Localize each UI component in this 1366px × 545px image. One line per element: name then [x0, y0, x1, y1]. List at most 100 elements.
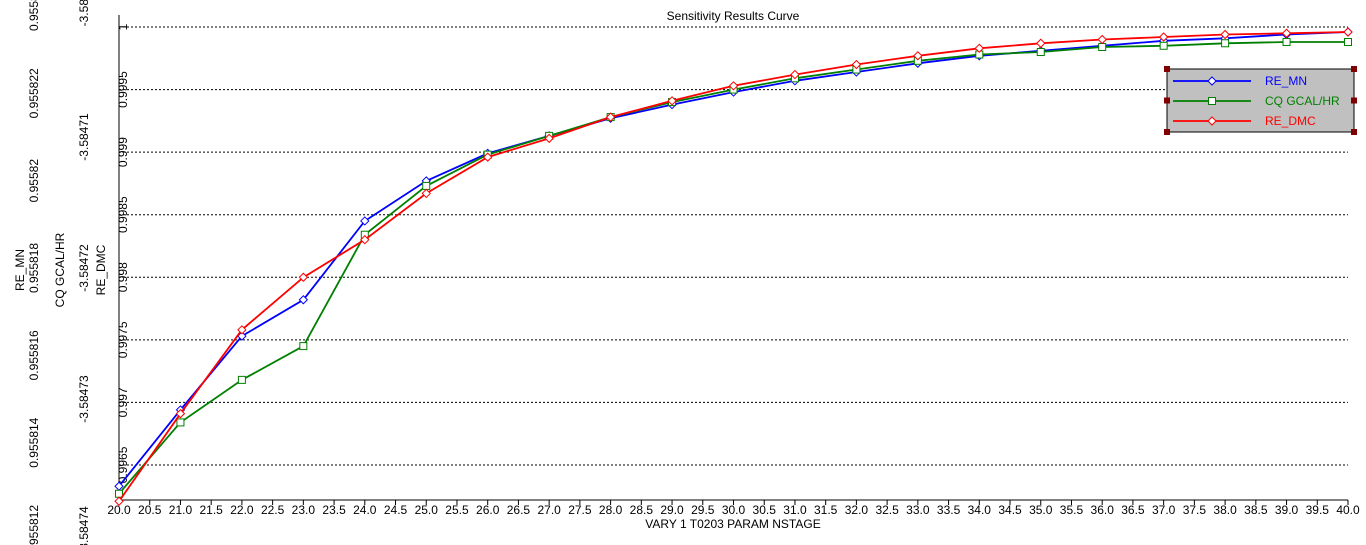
data-point: [360, 216, 370, 226]
data-point: [667, 96, 677, 106]
data-point: [1220, 29, 1230, 40]
y-axis-label: RE_DMC: [94, 244, 108, 295]
x-tick-label: 31.5: [814, 503, 838, 517]
legend-label: RE_DMC: [1265, 114, 1316, 128]
x-tick-label: 33.5: [937, 503, 961, 517]
y-tick-label: 0.9995: [116, 71, 130, 108]
data-point: [114, 496, 124, 506]
x-tick-label: 25.0: [415, 503, 439, 517]
x-tick-label: 21.0: [169, 503, 193, 517]
x-tick-label: 22.5: [261, 503, 285, 517]
data-point: [728, 81, 739, 91]
y-tick-label: 0.955814: [27, 417, 41, 467]
y-tick-label: -3.58474: [77, 506, 91, 545]
y-tick-label: 0.9985: [116, 196, 130, 233]
data-point: [298, 272, 309, 282]
x-tick-label: 35.5: [1060, 503, 1084, 517]
x-tick-label: 37.0: [1152, 503, 1176, 517]
y-tick-label: 0.955818: [27, 243, 41, 293]
series-2: [114, 27, 1353, 506]
y-tick-label: 0.95582: [27, 159, 41, 203]
x-tick-label: 25.5: [445, 503, 469, 517]
legend-resize-handle[interactable]: [1351, 129, 1357, 135]
data-point: [1097, 34, 1107, 45]
x-tick-label: 32.0: [845, 503, 869, 517]
data-point: [974, 43, 985, 53]
chart-title: Sensitivity Results Curve: [667, 9, 800, 23]
data-point: [176, 418, 185, 427]
legend-resize-handle[interactable]: [1351, 97, 1357, 104]
axes: 20.0 20.5 21.0 21.5 22.0 22.5 23.0 23.5 24.0 24.5…: [13, 0, 1360, 545]
x-tick-label: 20.0: [107, 503, 131, 517]
x-tick-label: 35.0: [1029, 503, 1053, 517]
y-tick-label: 1: [116, 23, 130, 30]
y-tick-label: -3.58471: [77, 113, 91, 161]
x-tick-label: 34.0: [968, 503, 992, 517]
data-point: [913, 51, 923, 61]
data-point: [1282, 38, 1291, 47]
data-point: [851, 59, 862, 70]
x-tick-label: 23.0: [292, 503, 316, 517]
x-tick-label: 32.5: [875, 503, 899, 517]
legend-resize-handle[interactable]: [1164, 129, 1170, 135]
x-tick-label: 23.5: [322, 503, 346, 517]
data-point: [1036, 48, 1045, 57]
y-tick-label: 0.955816: [27, 330, 41, 380]
data-point: [175, 408, 186, 419]
x-tick-label: 29.0: [660, 503, 684, 517]
legend-resize-handle[interactable]: [1351, 66, 1357, 72]
legend-resize-handle[interactable]: [1164, 97, 1170, 104]
data-point: [1343, 27, 1353, 37]
x-tick-label: 26.0: [476, 503, 500, 517]
data-point: [299, 342, 308, 351]
data-point: [298, 295, 309, 305]
data-point: [1036, 38, 1046, 48]
y-tick-label: 0.955824: [27, 0, 41, 31]
data-point: [421, 188, 431, 199]
x-tick-label: 22.0: [230, 503, 254, 517]
data-point: [1221, 39, 1230, 48]
x-tick-label: 24.5: [384, 503, 408, 517]
x-tick-label: 36.0: [1091, 503, 1115, 517]
y-axis-label: CQ GCAL/HR: [53, 232, 67, 307]
legend-label: CQ GCAL/HR: [1265, 94, 1340, 108]
legend[interactable]: RE_MN CQ GCAL/HR RE_DMC: [1164, 66, 1357, 135]
y-tick-label: -3.58472: [77, 244, 91, 292]
x-tick-label: 30.0: [722, 503, 746, 517]
data-point: [1158, 32, 1169, 42]
x-tick-label: 38.0: [1213, 503, 1237, 517]
data-point: [605, 112, 616, 122]
x-tick-label: 34.5: [998, 503, 1022, 517]
x-tick-label: 33.0: [906, 503, 930, 517]
legend-marker: [1208, 97, 1216, 105]
y-axis-label: RE_MN: [13, 249, 27, 291]
x-tick-label: 20.5: [138, 503, 162, 517]
y-tick-label: -3.5847: [77, 0, 91, 26]
x-tick-label: 37.5: [1183, 503, 1207, 517]
x-tick-label: 27.0: [537, 503, 561, 517]
x-tick-label: 31.0: [783, 503, 807, 517]
data-point: [790, 69, 800, 80]
y-tick-label: 0.997: [116, 387, 130, 417]
x-axis-label: VARY 1 T0203 PARAM NSTAGE: [645, 517, 820, 531]
data-point: [1344, 38, 1352, 47]
x-tick-label: 29.5: [691, 503, 715, 517]
y-tick-label: 0.999: [116, 137, 130, 167]
data-point: [1159, 41, 1168, 50]
x-tick-label: 39.5: [1306, 503, 1330, 517]
data-point: [115, 489, 123, 498]
data-point: [237, 325, 247, 335]
legend-label: RE_MN: [1265, 74, 1307, 88]
data-point: [1281, 28, 1292, 38]
data-point: [422, 181, 431, 190]
y-tick-label: 0.9975: [116, 321, 130, 358]
x-tick-label: 28.0: [599, 503, 623, 517]
legend-resize-handle[interactable]: [1164, 66, 1170, 72]
x-tick-label: 40.0: [1336, 503, 1360, 517]
y-tick-label: 0.955822: [27, 68, 41, 118]
grid-lines: [119, 26, 1348, 466]
data-point: [544, 133, 554, 144]
data-point: [1098, 43, 1107, 52]
